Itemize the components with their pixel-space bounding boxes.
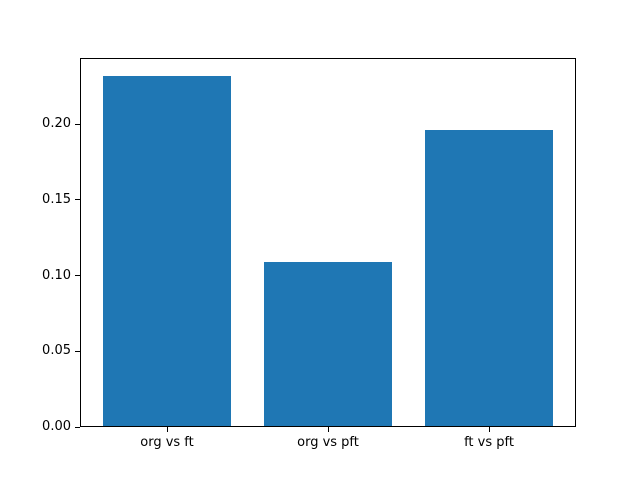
x-axis-tick <box>166 427 168 432</box>
x-tick-label: org vs ft <box>140 435 194 450</box>
y-tick-label: 0.00 <box>42 419 71 434</box>
y-axis-tick <box>75 350 80 352</box>
plot-area <box>80 58 576 427</box>
x-tick-label: ft vs pft <box>464 435 514 450</box>
y-tick-label: 0.20 <box>42 116 71 131</box>
bar-org-vs-ft <box>102 75 232 427</box>
x-axis-tick <box>327 427 329 432</box>
y-tick-label: 0.05 <box>42 343 71 359</box>
y-axis-tick <box>75 199 80 201</box>
x-tick-label: org vs pft <box>297 435 359 450</box>
x-axis-tick <box>488 427 490 432</box>
y-tick-label: 0.15 <box>42 191 71 207</box>
bar-ft-vs-pft <box>424 130 554 427</box>
y-axis-tick <box>75 123 80 125</box>
y-axis-tick <box>75 275 80 276</box>
y-axis-tick <box>75 426 80 428</box>
y-tick-label: 0.10 <box>42 267 71 283</box>
bar-org-vs-pft <box>263 261 393 427</box>
